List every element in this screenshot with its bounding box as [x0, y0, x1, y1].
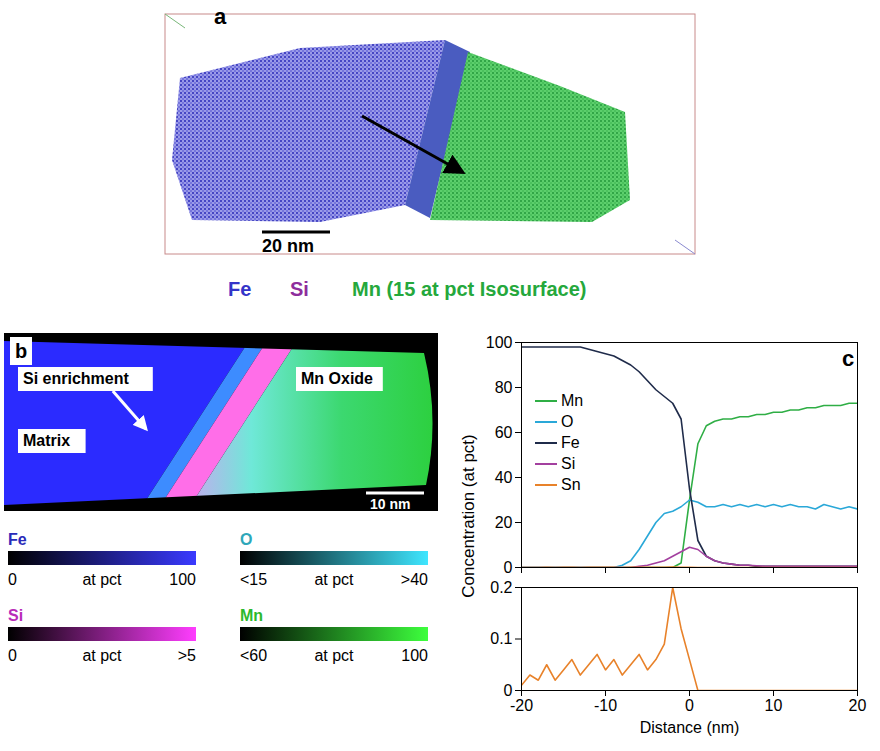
svg-text:20 nm: 20 nm — [262, 236, 314, 256]
svg-text:-20: -20 — [510, 697, 533, 714]
svg-text:Si: Si — [8, 607, 23, 624]
svg-text:at pct: at pct — [82, 571, 122, 588]
svg-text:40: 40 — [495, 469, 513, 486]
svg-text:20: 20 — [495, 514, 513, 531]
svg-text:at pct: at pct — [314, 647, 354, 664]
svg-text:0: 0 — [503, 681, 513, 699]
svg-text:80: 80 — [495, 379, 513, 396]
svg-text:a: a — [214, 4, 227, 29]
svg-text:b: b — [15, 340, 27, 362]
svg-text:at pct: at pct — [314, 571, 354, 588]
svg-text:Sn: Sn — [561, 476, 581, 493]
svg-text:60: 60 — [495, 424, 513, 441]
svg-text:Si: Si — [290, 278, 309, 300]
svg-text:Fe: Fe — [561, 434, 580, 451]
svg-text:c: c — [842, 346, 854, 371]
svg-text:O: O — [240, 531, 252, 548]
svg-text:0: 0 — [685, 697, 694, 714]
svg-text:Mn Oxide: Mn Oxide — [301, 370, 373, 387]
svg-text:Mn (15 at pct Isosurface): Mn (15 at pct Isosurface) — [352, 278, 587, 300]
svg-text:Distance (nm): Distance (nm) — [640, 719, 740, 736]
svg-text:at pct: at pct — [82, 647, 122, 664]
svg-text:0: 0 — [504, 559, 513, 576]
svg-text:0.2: 0.2 — [490, 579, 512, 596]
svg-text:>5: >5 — [178, 647, 196, 664]
svg-text:Fe: Fe — [228, 278, 251, 300]
svg-text:Fe: Fe — [8, 531, 27, 548]
svg-text:Si enrichment: Si enrichment — [23, 370, 129, 387]
svg-text:Concentration (at pct): Concentration (at pct) — [459, 434, 478, 597]
svg-text:100: 100 — [169, 571, 196, 588]
svg-text:Si: Si — [561, 455, 575, 472]
svg-text:Mn: Mn — [240, 607, 263, 624]
svg-text:Matrix: Matrix — [23, 432, 70, 449]
svg-text:10 nm: 10 nm — [370, 496, 410, 512]
svg-text:10: 10 — [765, 697, 783, 714]
svg-text:<60: <60 — [240, 647, 267, 664]
svg-text:20: 20 — [849, 697, 867, 714]
svg-text:Mn: Mn — [561, 392, 583, 409]
svg-text:0: 0 — [8, 647, 17, 664]
svg-text:O: O — [561, 413, 573, 430]
svg-text:100: 100 — [486, 334, 513, 351]
svg-text:>40: >40 — [401, 571, 428, 588]
svg-text:<15: <15 — [240, 571, 267, 588]
svg-text:0: 0 — [8, 571, 17, 588]
svg-text:100: 100 — [401, 647, 428, 664]
svg-text:0.1: 0.1 — [490, 630, 512, 647]
svg-text:-10: -10 — [594, 697, 617, 714]
